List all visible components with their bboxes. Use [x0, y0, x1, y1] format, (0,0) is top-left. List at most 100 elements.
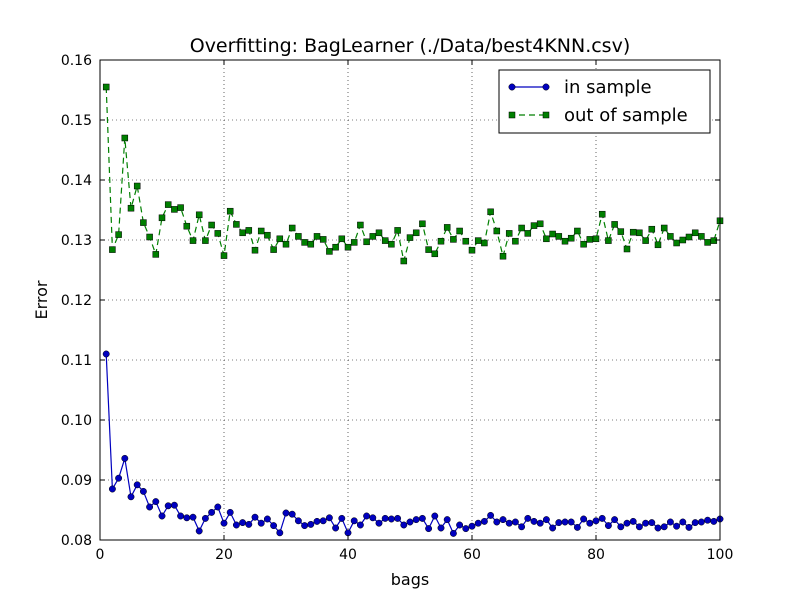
y-tick-label: 0.08 [61, 533, 92, 549]
data-point [195, 211, 203, 219]
data-point [642, 519, 650, 527]
data-point [350, 239, 358, 246]
data-point [140, 219, 147, 226]
data-point [189, 513, 197, 521]
data-point [580, 515, 588, 523]
data-point [518, 523, 526, 531]
data-point [139, 487, 147, 495]
data-point [449, 529, 457, 537]
y-tick-label: 0.10 [61, 413, 92, 429]
data-point [524, 514, 532, 522]
data-point [586, 236, 594, 243]
data-point [679, 518, 687, 526]
legend-entry-in-sample: in sample [508, 77, 652, 98]
data-point [648, 519, 656, 527]
data-point [146, 503, 154, 511]
series-line-out-of-sample [105, 86, 721, 262]
data-point [412, 516, 420, 524]
data-point [629, 228, 637, 236]
legend-label: out of sample [564, 105, 688, 126]
data-point [294, 517, 302, 525]
data-point [685, 523, 693, 531]
data-point [201, 514, 209, 522]
data-point [133, 481, 141, 489]
data-point [431, 250, 439, 258]
data-point [307, 520, 315, 528]
data-point [493, 227, 501, 235]
data-point [512, 237, 519, 245]
y-tick-label: 0.16 [61, 53, 92, 69]
data-point [288, 224, 296, 232]
data-point [208, 508, 216, 516]
data-point [282, 509, 290, 517]
data-point [642, 237, 649, 244]
legend-marker [508, 83, 516, 91]
data-point [214, 503, 222, 511]
data-point [555, 233, 563, 240]
data-point [350, 517, 358, 525]
data-point [102, 350, 110, 358]
data-point [171, 206, 178, 213]
data-point [443, 224, 451, 231]
legend-label: in sample [564, 77, 652, 98]
data-point [561, 518, 569, 526]
data-point [592, 517, 600, 525]
data-point [375, 229, 383, 237]
data-point [332, 243, 339, 251]
data-point [462, 525, 470, 533]
data-point [152, 251, 160, 258]
data-point [598, 514, 606, 522]
data-point [704, 516, 712, 524]
data-point [474, 237, 482, 244]
data-point [710, 517, 718, 525]
data-point [505, 230, 513, 237]
data-point [468, 246, 476, 254]
data-point [549, 524, 557, 532]
data-point [195, 527, 203, 535]
data-point [499, 516, 507, 524]
data-point [164, 201, 172, 208]
data-point [418, 514, 426, 522]
data-point [388, 240, 395, 248]
data-point [288, 510, 296, 518]
data-point [214, 230, 222, 237]
chart-title: Overfitting: BagLearner (./Data/best4KNN… [190, 35, 631, 57]
legend-marker [508, 111, 516, 119]
data-point [400, 257, 408, 265]
data-point [468, 522, 476, 530]
data-point [580, 240, 587, 248]
data-point [406, 234, 414, 241]
data-point [301, 239, 308, 246]
data-point [356, 521, 364, 529]
data-point [673, 522, 681, 530]
y-tick-label: 0.15 [61, 113, 92, 129]
data-point [251, 246, 259, 254]
data-point [220, 519, 228, 527]
data-point [598, 210, 606, 218]
data-point [462, 237, 470, 245]
x-tick-label: 60 [463, 547, 481, 563]
data-point [202, 237, 209, 244]
data-point [629, 517, 637, 525]
data-point [369, 514, 377, 522]
data-point [152, 498, 160, 506]
data-point [257, 519, 265, 527]
data-point [133, 182, 141, 190]
data-point [611, 221, 618, 228]
data-point [177, 204, 184, 211]
data-point [276, 235, 284, 243]
legend-marker [542, 111, 550, 119]
data-point [276, 529, 284, 537]
data-point [617, 228, 625, 235]
data-point [493, 518, 501, 526]
data-point [245, 227, 253, 234]
data-point [530, 517, 538, 525]
data-point [208, 221, 215, 229]
data-point [313, 517, 321, 525]
data-point [555, 519, 563, 527]
data-point [623, 519, 631, 527]
data-point [102, 83, 110, 91]
data-point [239, 519, 247, 527]
data-point [419, 220, 426, 228]
data-point [425, 246, 432, 253]
